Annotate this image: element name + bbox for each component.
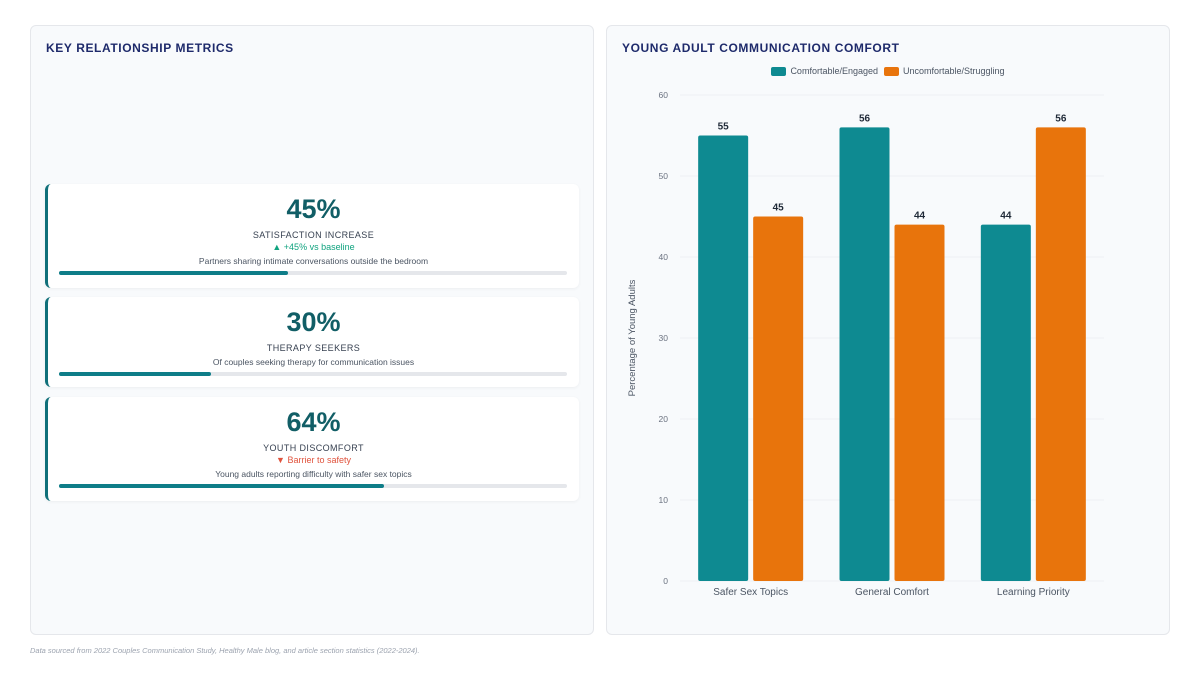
metric-delta: ▲ +45% vs baseline [272,242,355,252]
progress-track [59,271,567,275]
metric-delta: ▼ Barrier to safety [276,455,351,465]
bar [894,224,945,581]
progress-fill [59,271,288,275]
x-tick-label: General Comfort [855,587,929,598]
legend-item-uncomfortable[interactable]: Uncomfortable/Struggling [884,66,1005,76]
legend-swatch-comfortable [771,66,787,76]
progress-fill [59,372,212,376]
y-tick-label: 50 [659,171,669,181]
data-label: 45 [773,203,785,214]
y-tick-label: 0 [663,576,668,586]
y-tick-label: 10 [659,495,669,505]
bar-chart: 0 10 20 30 40 50 60 Percentage of Young Adults 5… [627,90,1104,598]
legend-swatch-uncomfortable [884,66,899,76]
bar [753,216,804,581]
metric-value: 64% [286,407,341,437]
legend-label: Uncomfortable/Struggling [903,66,1005,76]
y-tick-label: 40 [659,252,669,262]
progress-fill [59,484,385,488]
x-tick-label: Safer Sex Topics [713,587,788,598]
key-metrics-panel: KEY RELATIONSHIP METRICS 45% SATISFACTIO… [30,25,594,635]
metric-card-satisfaction: 45% SATISFACTION INCREASE ▲ +45% vs base… [45,184,579,288]
data-label: 55 [718,122,730,133]
progress-track [59,484,567,488]
key-metrics-title: KEY RELATIONSHIP METRICS [46,41,234,55]
metric-label: YOUTH DISCOMFORT [263,443,364,453]
y-tick-label: 20 [659,414,669,424]
metric-value: 30% [286,307,341,337]
bar [698,135,749,581]
metric-label: SATISFACTION INCREASE [252,230,375,240]
bar [1035,127,1086,582]
metric-description: Partners sharing intimate conversations … [198,256,429,266]
metric-label: THERAPY SEEKERS [266,343,361,353]
metric-description: Of couples seeking therapy for communica… [212,357,415,367]
chart-legend: Comfortable/Engaged Uncomfortable/Strugg… [607,66,1169,76]
source-footnote: Data sourced from 2022 Couples Communica… [30,646,420,655]
y-axis-label: Percentage of Young Adults [627,279,638,396]
y-tick-label: 30 [659,333,669,343]
legend-item-comfortable[interactable]: Comfortable/Engaged [771,66,878,76]
progress-track [59,372,567,376]
data-label: 56 [1055,113,1067,124]
chart-panel: YOUNG ADULT COMMUNICATION COMFORT Comfor… [606,25,1170,635]
metric-value: 45% [286,194,341,224]
legend-label: Comfortable/Engaged [790,66,878,76]
bar [980,224,1031,581]
bar [839,127,890,582]
x-tick-label: Learning Priority [997,587,1070,598]
data-label: 56 [859,113,871,124]
metric-card-therapy: 30% THERAPY SEEKERS Of couples seeking t… [45,297,579,387]
data-label: 44 [1000,211,1012,222]
data-label: 44 [914,211,926,222]
metric-card-youth: 64% YOUTH DISCOMFORT ▼ Barrier to safety… [45,397,579,501]
chart-title: YOUNG ADULT COMMUNICATION COMFORT [622,41,900,55]
y-tick-label: 60 [659,90,669,100]
metric-description: Young adults reporting difficulty with s… [215,469,412,479]
